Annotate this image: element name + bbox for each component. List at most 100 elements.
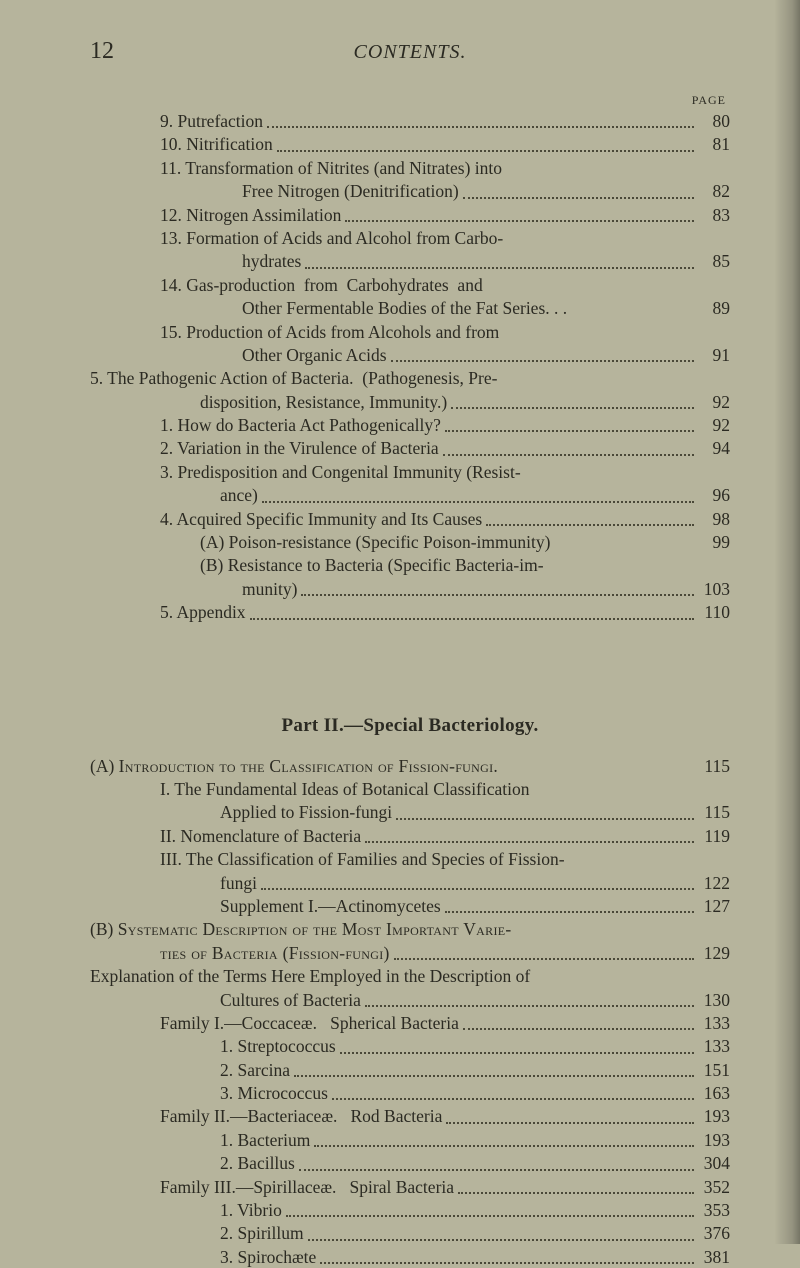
toc-row: 1. Bacterium 193 bbox=[90, 1129, 730, 1151]
toc-row: 11. Transformation of Nitrites (and Nitr… bbox=[90, 157, 730, 179]
toc-row: 10. Nitrification81 bbox=[90, 133, 730, 155]
toc-row: Other Fermentable Bodies of the Fat Seri… bbox=[90, 297, 730, 319]
toc-entry-page: 83 bbox=[698, 204, 730, 226]
toc-entry-text: 13. Formation of Acids and Alcohol from … bbox=[160, 227, 503, 249]
leader-dots bbox=[261, 888, 694, 890]
leader-dots bbox=[277, 150, 694, 152]
toc-row: ties of Bacteria (Fission-fungi) 129 bbox=[90, 942, 730, 964]
toc-entry-page: 96 bbox=[698, 484, 730, 506]
leader-dots bbox=[445, 430, 694, 432]
toc-entry-page: 163 bbox=[698, 1082, 730, 1104]
toc-entry-page: 99 bbox=[698, 531, 730, 553]
toc-entry-page: 82 bbox=[698, 180, 730, 202]
toc-entry-text: 1. Bacterium bbox=[220, 1129, 310, 1151]
toc-entry-text: hydrates bbox=[242, 250, 301, 272]
toc-row: Supplement I.—Actinomycetes127 bbox=[90, 895, 730, 917]
toc-entry-page: 133 bbox=[698, 1035, 730, 1057]
toc-row: III. The Classification of Families and … bbox=[90, 848, 730, 870]
toc-entry-page: 129 bbox=[698, 942, 730, 964]
toc-row: 3. Micrococcus 163 bbox=[90, 1082, 730, 1104]
leader-dots bbox=[365, 841, 694, 843]
toc-entry-page: 130 bbox=[698, 989, 730, 1011]
toc-entry-page: 115 bbox=[698, 801, 730, 823]
toc-row: 3. Predisposition and Congenital Immunit… bbox=[90, 461, 730, 483]
toc-entry-page: 376 bbox=[698, 1222, 730, 1244]
toc-row: 4. Acquired Specific Immunity and Its Ca… bbox=[90, 508, 730, 530]
toc-row: 1. Streptococcus 133 bbox=[90, 1035, 730, 1057]
toc-row: 5. The Pathogenic Action of Bacteria. (P… bbox=[90, 367, 730, 389]
toc-entry-text: 14. Gas-production from Carbohydrates an… bbox=[160, 274, 483, 296]
page-edge-shadow bbox=[774, 0, 800, 1244]
leader-dots bbox=[340, 1052, 694, 1054]
leader-dots bbox=[486, 524, 694, 526]
toc-entry-text: (A) Introduction to the Classification o… bbox=[90, 755, 498, 777]
toc-entry-page: 92 bbox=[698, 391, 730, 413]
toc-row: 2. Spirillum376 bbox=[90, 1222, 730, 1244]
toc-entry-page: 193 bbox=[698, 1129, 730, 1151]
toc-upper: 9. Putrefaction8010. Nitrification8111. … bbox=[90, 110, 730, 624]
toc-row: Explanation of the Terms Here Employed i… bbox=[90, 965, 730, 987]
toc-entry-text: 2. Variation in the Virulence of Bacteri… bbox=[160, 437, 439, 459]
toc-row: Other Organic Acids 91 bbox=[90, 344, 730, 366]
toc-entry-text: 1. How do Bacteria Act Pathogenically? bbox=[160, 414, 441, 436]
leader-dots bbox=[445, 911, 694, 913]
toc-entry-text: 3. Micrococcus bbox=[220, 1082, 328, 1104]
leader-dots bbox=[446, 1122, 694, 1124]
leader-dots bbox=[365, 1005, 694, 1007]
toc-entry-text: 10. Nitrification bbox=[160, 133, 273, 155]
leader-dots bbox=[286, 1215, 694, 1217]
toc-row: (A) Poison-resistance (Specific Poison-i… bbox=[90, 531, 730, 553]
toc-entry-page: 91 bbox=[698, 344, 730, 366]
toc-entry-page: 115 bbox=[698, 755, 730, 777]
toc-entry-page: 92 bbox=[698, 414, 730, 436]
leader-dots bbox=[250, 618, 694, 620]
toc-entry-text: ties of Bacteria (Fission-fungi) bbox=[160, 942, 390, 964]
toc-entry-text: 5. The Pathogenic Action of Bacteria. (P… bbox=[90, 367, 497, 389]
toc-entry-text: II. Nomenclature of Bacteria bbox=[160, 825, 361, 847]
toc-row: Free Nitrogen (Denitrification)82 bbox=[90, 180, 730, 202]
toc-entry-text: 3. Predisposition and Congenital Immunit… bbox=[160, 461, 521, 483]
column-header-page: PAGE bbox=[90, 93, 730, 108]
toc-entry-page: 98 bbox=[698, 508, 730, 530]
leader-dots bbox=[262, 501, 694, 503]
toc-entry-text: 2. Sarcina bbox=[220, 1059, 290, 1081]
toc-entry-text: 1. Vibrio bbox=[220, 1199, 282, 1221]
toc-entry-text: Other Organic Acids bbox=[242, 344, 387, 366]
toc-row: 1. Vibrio353 bbox=[90, 1199, 730, 1221]
toc-entry-page: 193 bbox=[698, 1105, 730, 1127]
leader-dots bbox=[320, 1262, 694, 1264]
leader-dots bbox=[301, 594, 694, 596]
toc-entry-page: 119 bbox=[698, 825, 730, 847]
toc-lower: (A) Introduction to the Classification o… bbox=[90, 755, 730, 1268]
toc-row: 14. Gas-production from Carbohydrates an… bbox=[90, 274, 730, 296]
leader-dots bbox=[396, 818, 694, 820]
toc-entry-text: Applied to Fission-fungi bbox=[220, 801, 392, 823]
leader-dots bbox=[345, 220, 694, 222]
toc-row: 13. Formation of Acids and Alcohol from … bbox=[90, 227, 730, 249]
toc-row: I. The Fundamental Ideas of Botanical Cl… bbox=[90, 778, 730, 800]
toc-entry-page: 133 bbox=[698, 1012, 730, 1034]
toc-entry-page: 151 bbox=[698, 1059, 730, 1081]
toc-row: munity)103 bbox=[90, 578, 730, 600]
toc-entry-text: Explanation of the Terms Here Employed i… bbox=[90, 965, 530, 987]
toc-entry-text: 3. Spirochæte bbox=[220, 1246, 316, 1268]
toc-row: Family II.—Bacteriaceæ. Rod Bacteria193 bbox=[90, 1105, 730, 1127]
toc-entry-text: Family III.—Spirillaceæ. Spiral Bacteria bbox=[160, 1176, 454, 1198]
leader-dots bbox=[391, 360, 694, 362]
toc-entry-page: 85 bbox=[698, 250, 730, 272]
leader-dots bbox=[458, 1192, 694, 1194]
leader-dots bbox=[451, 407, 694, 409]
toc-entry-page: 122 bbox=[698, 872, 730, 894]
toc-entry-text: 11. Transformation of Nitrites (and Nitr… bbox=[160, 157, 502, 179]
toc-entry-text: 1. Streptococcus bbox=[220, 1035, 336, 1057]
toc-row: 1. How do Bacteria Act Pathogenically? 92 bbox=[90, 414, 730, 436]
toc-row: (B) Systematic Description of the Most I… bbox=[90, 918, 730, 940]
toc-entry-text: fungi bbox=[220, 872, 257, 894]
toc-entry-text: 2. Bacillus bbox=[220, 1152, 295, 1174]
section-break bbox=[90, 625, 730, 705]
toc-entry-text: 12. Nitrogen Assimilation bbox=[160, 204, 341, 226]
running-title: CONTENTS. bbox=[90, 41, 730, 64]
toc-row: hydrates 85 bbox=[90, 250, 730, 272]
toc-row: disposition, Resistance, Immunity.)92 bbox=[90, 391, 730, 413]
toc-entry-page: 94 bbox=[698, 437, 730, 459]
